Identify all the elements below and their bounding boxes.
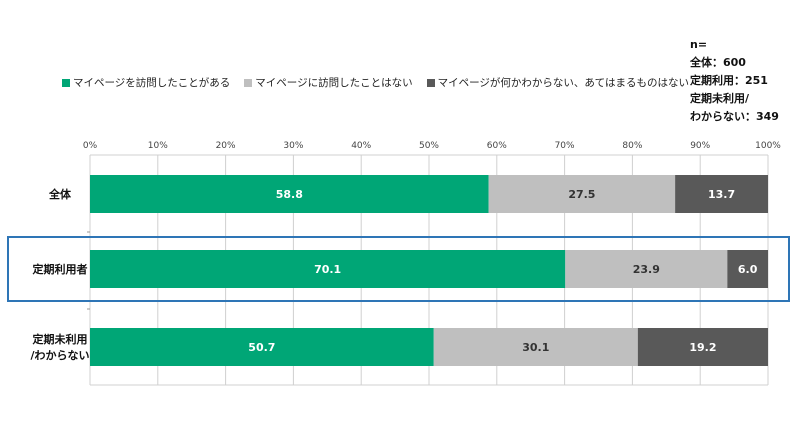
x-tick-label: 0% — [83, 141, 98, 151]
x-tick-label: 20% — [216, 141, 236, 151]
sample-size-nonsubscribers-1: 定期未利用/ — [690, 92, 750, 105]
category-label: 定期利用者 — [33, 262, 88, 276]
x-tick-label: 100% — [755, 141, 781, 151]
legend-item-not-visited: マイページに訪問したことはない — [244, 75, 413, 90]
sample-size-total: 全体：600 — [690, 56, 746, 69]
legend-label-not-visited: マイページに訪問したことはない — [255, 77, 413, 89]
x-tick-label: 60% — [487, 141, 507, 151]
bar-segment — [433, 328, 638, 366]
legend-swatch-not-visited — [244, 78, 253, 87]
x-tick-label: 40% — [351, 141, 371, 151]
data-label: 70.1 — [314, 263, 341, 276]
legend-swatch-unknown — [426, 78, 435, 87]
data-label: 27.5 — [568, 188, 595, 201]
x-tick-label: 70% — [555, 141, 575, 151]
bar-segment — [727, 250, 768, 288]
bar-segment — [565, 250, 728, 288]
bar-segment — [488, 175, 676, 213]
bar-segment — [675, 175, 768, 213]
bar-segment — [637, 328, 768, 366]
data-label: 58.8 — [276, 188, 303, 201]
data-label: 19.2 — [689, 341, 716, 354]
bar-segment — [90, 250, 566, 288]
data-label: 50.7 — [248, 341, 275, 354]
sample-size-nonsubscribers-2: わからない：349 — [690, 110, 779, 123]
x-tick-label: 80% — [622, 141, 642, 151]
legend-item-unknown: マイページが何かわからない、あてはまるものはない — [426, 75, 689, 90]
x-tick-label: 90% — [690, 141, 710, 151]
data-label: 30.1 — [522, 341, 549, 354]
data-label: 6.0 — [738, 263, 758, 276]
category-label: 全体 — [48, 187, 72, 201]
x-tick-label: 10% — [148, 141, 168, 151]
sample-size-note: n= 全体：600 定期利用：251 定期未利用/ わからない：349 — [690, 36, 779, 126]
sample-size-subscribers: 定期利用：251 — [690, 74, 768, 87]
legend: マイページを訪問したことがある マイページに訪問したことはない マイページが何か… — [62, 75, 689, 90]
category-label: /わからない — [30, 349, 89, 362]
data-label: 23.9 — [633, 263, 660, 276]
legend-label-visited: マイページを訪問したことがある — [73, 77, 231, 89]
sample-size-header: n= — [690, 38, 708, 51]
legend-swatch-visited — [62, 78, 70, 87]
bar-segment — [90, 175, 489, 213]
legend-item-visited: マイページを訪問したことがある — [62, 75, 230, 90]
legend-label-unknown: マイページが何かわからない、あてはまるものはない — [437, 77, 689, 89]
bar-segment — [90, 328, 434, 366]
category-label: 定期未利用 — [33, 332, 88, 346]
highlight-box — [7, 236, 790, 302]
x-tick-label: 50% — [419, 141, 439, 151]
data-label: 13.7 — [708, 188, 735, 201]
x-tick-label: 30% — [283, 141, 303, 151]
